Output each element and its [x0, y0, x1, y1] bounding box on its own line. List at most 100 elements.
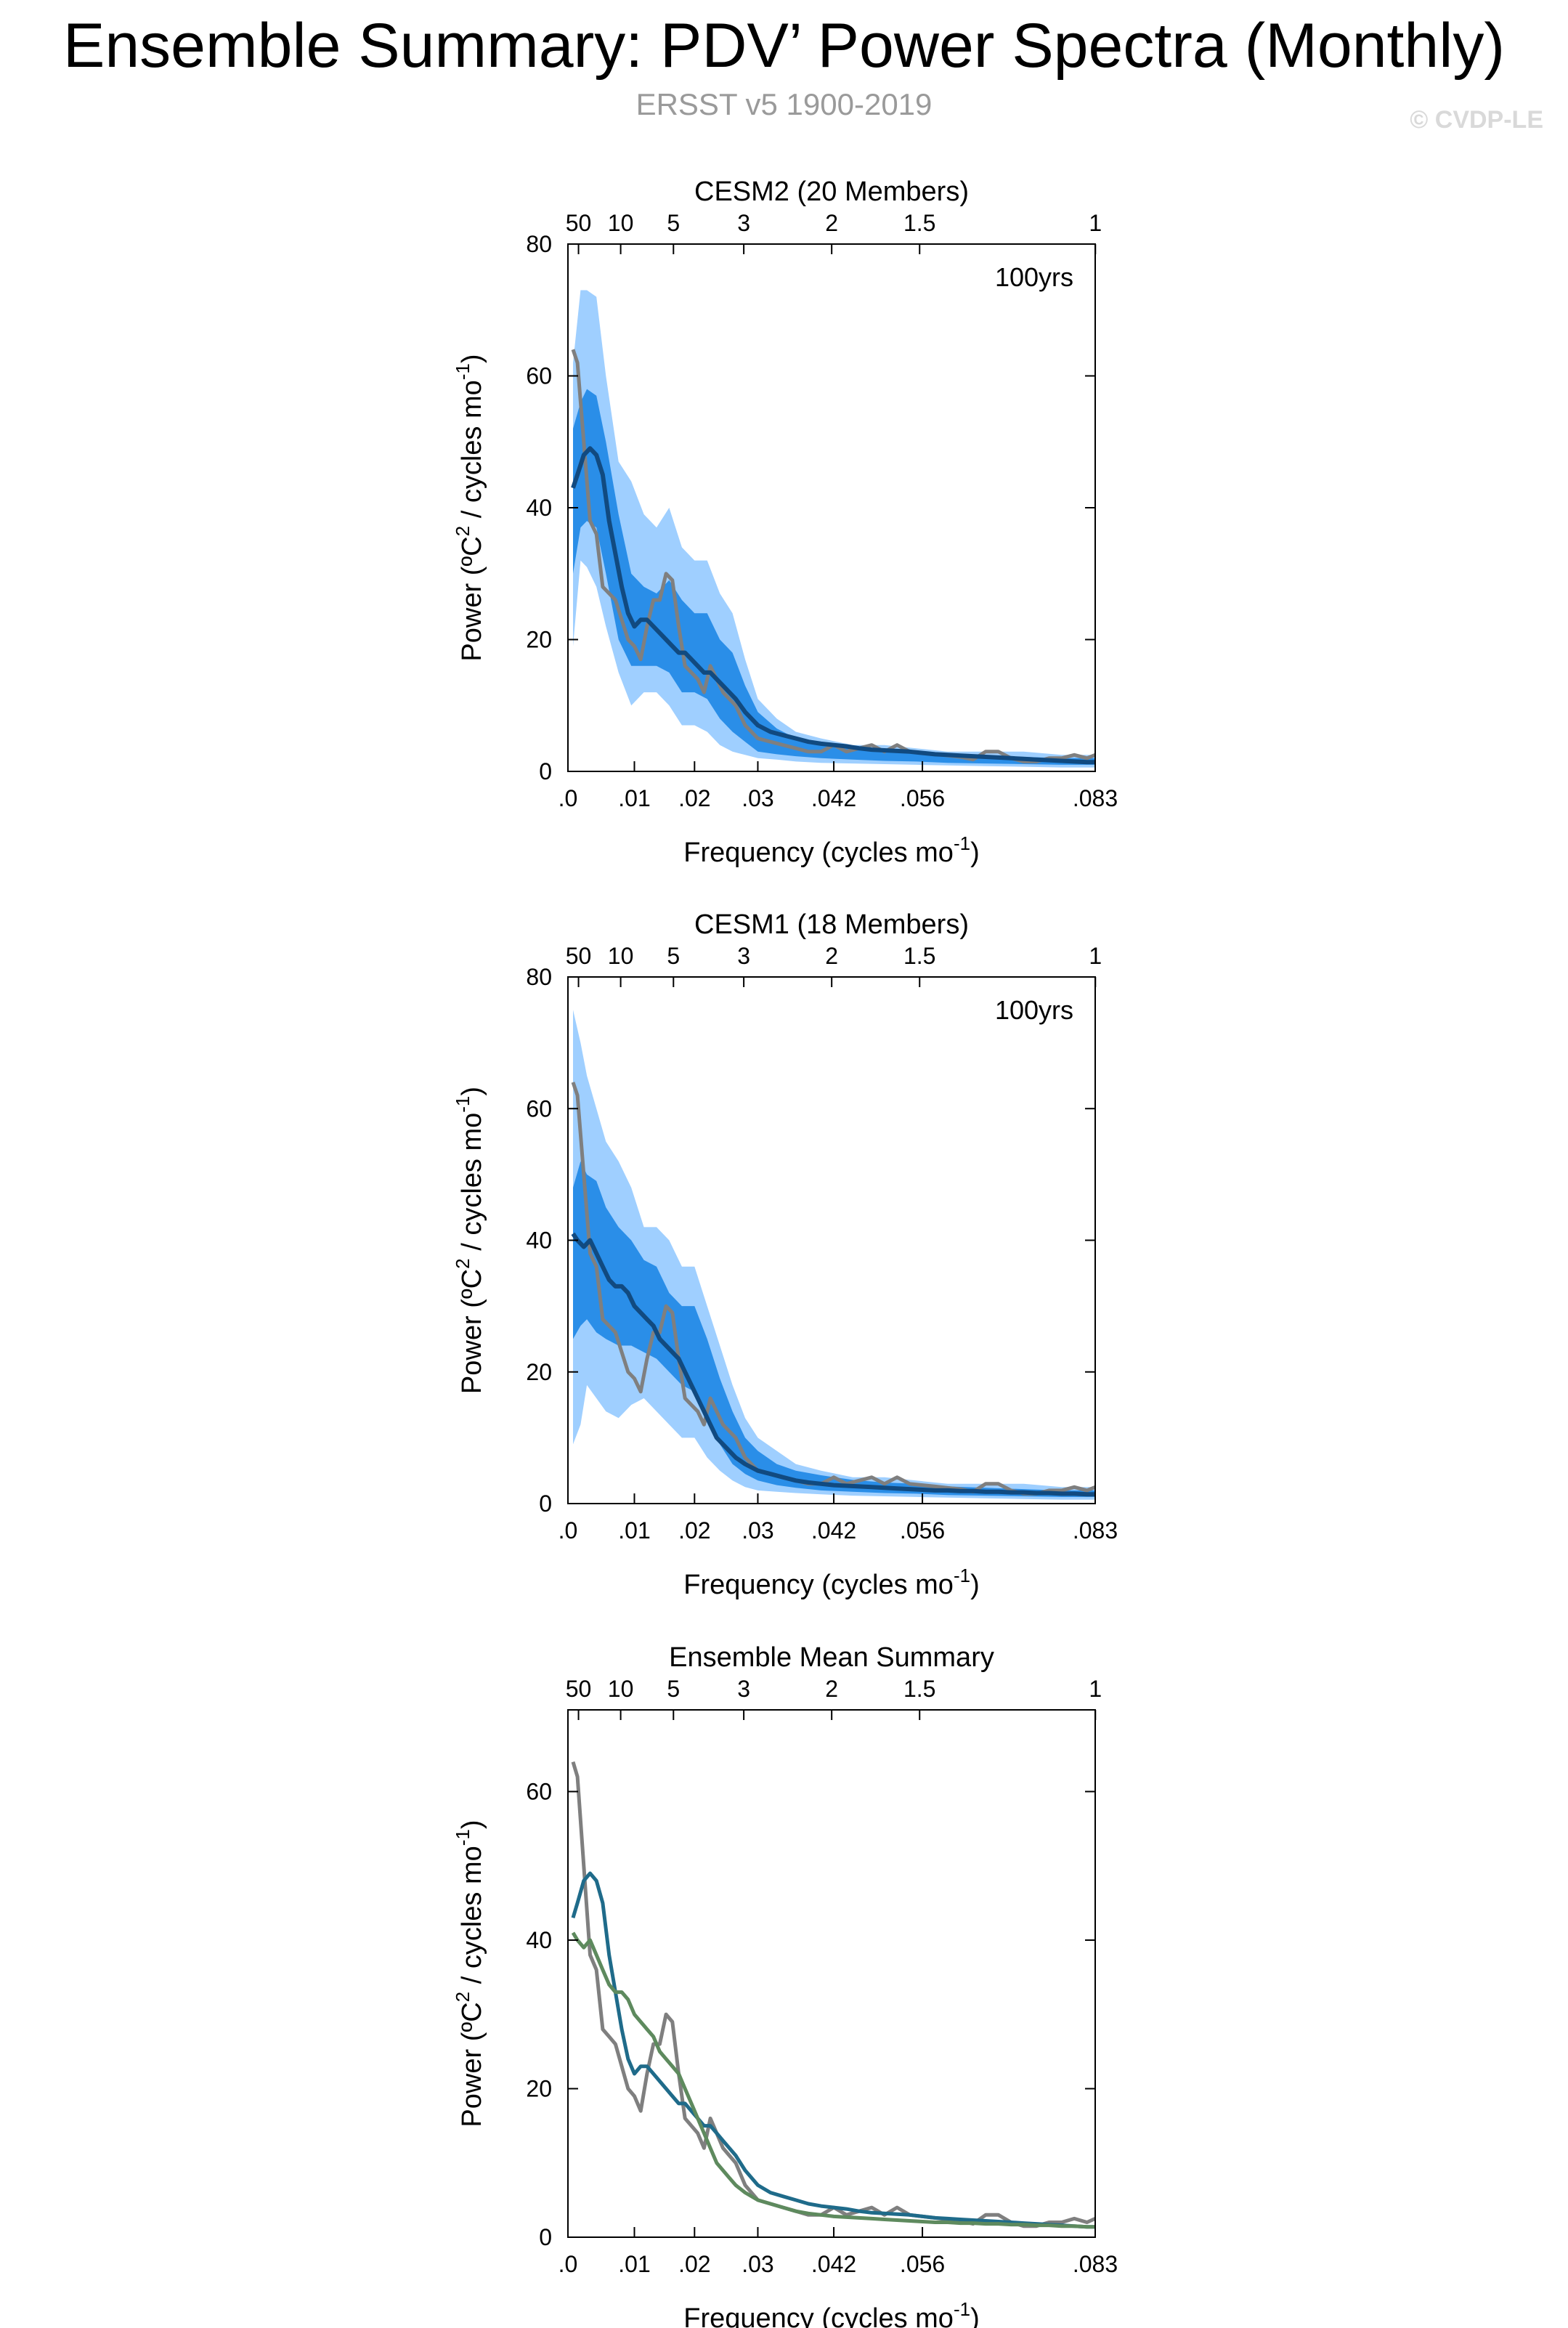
- x-tick-label: .03: [742, 1517, 773, 1544]
- period-tick-label: 5: [667, 943, 680, 969]
- period-tick-label: 1: [1089, 1676, 1102, 1702]
- x-tick-label: .01: [618, 785, 650, 811]
- obs-series-line: [571, 349, 1096, 763]
- x-tick-label: .02: [678, 2251, 710, 2277]
- y-axis-label-main: Power (ºC: [457, 536, 487, 661]
- x-axis-label-main: Frequency (cycles mo: [683, 2303, 954, 2328]
- period-tick-label: 1: [1089, 210, 1102, 236]
- panel-title: CESM2 (20 Members): [694, 177, 969, 207]
- y-tick-label: 60: [526, 363, 552, 389]
- band-inner-area: [573, 1161, 1095, 1497]
- y-axis-label-main: Power (ºC: [457, 1269, 487, 1394]
- y-axis-label: Power (ºC2 / cycles mo-1): [452, 354, 487, 661]
- y-tick-label: 0: [539, 758, 552, 784]
- y-axis-label-mid: / cycles mo: [457, 1113, 487, 1259]
- y-tick-label: 80: [526, 231, 552, 257]
- x-axis-label-main: Frequency (cycles mo: [683, 1570, 954, 1600]
- y-axis-label-end: ): [457, 1820, 487, 1829]
- period-tick-label: 3: [737, 1676, 750, 1702]
- model-series-line: [571, 446, 1095, 765]
- y-tick-label: 20: [526, 1359, 552, 1385]
- period-tick-label: 50: [566, 1676, 592, 1702]
- chart-panel-3: 0 20 40 60 .0 .01 .02 .03 .042 .056 .083 50 10 5 3 2 1.5…: [452, 1642, 1118, 2328]
- x-axis-label-sup: -1: [954, 832, 970, 854]
- x-tick-label: .083: [1073, 2251, 1118, 2277]
- y-axis-label-main: Power (ºC: [457, 2002, 487, 2127]
- x-axis-label-sup: -1: [954, 2298, 970, 2320]
- y-axis-label-end: ): [457, 1087, 487, 1096]
- annotation-label: 100yrs: [995, 995, 1073, 1025]
- period-tick-label: 5: [667, 210, 680, 236]
- y-tick-label: 60: [526, 1778, 552, 1804]
- plot-frame: [567, 1709, 1096, 2238]
- x-tick-label: .01: [618, 1517, 650, 1544]
- y-tick-label: 60: [526, 1095, 552, 1122]
- band-outer-area: [573, 1010, 1095, 1500]
- x-tick-label: .056: [900, 1517, 945, 1544]
- x-tick-label: .02: [678, 785, 710, 811]
- y-tick-label: 20: [526, 2075, 552, 2101]
- obs-series-line: [571, 1761, 1097, 2228]
- cesm1-series-line: [571, 1931, 1095, 2229]
- y-axis-label: Power (ºC2 / cycles mo-1): [452, 1820, 487, 2127]
- y-tick-label: 40: [526, 1228, 552, 1254]
- watermark: © CVDP-LE: [1410, 106, 1543, 134]
- model-series-line: [571, 1232, 1095, 1497]
- band-outer-area: [573, 290, 1095, 768]
- y-tick-label: 0: [539, 1491, 552, 1517]
- period-tick-label: 5: [667, 1676, 680, 1702]
- obs-series-line: [571, 1082, 1096, 1496]
- x-tick-label: .0: [558, 785, 578, 811]
- y-axis-label-sup: 2: [452, 1992, 474, 2002]
- x-tick-label: .042: [811, 785, 856, 811]
- x-tick-label: .0: [558, 2251, 578, 2277]
- x-tick-label: .056: [900, 785, 945, 811]
- x-axis-label: Frequency (cycles mo-1): [683, 832, 979, 868]
- period-tick-label: 3: [737, 210, 750, 236]
- y-tick-label: 40: [526, 495, 552, 521]
- period-tick-label: 2: [825, 943, 838, 969]
- y-axis-label-sup: 2: [452, 1258, 474, 1268]
- y-axis-label-sup2: -1: [452, 1096, 474, 1113]
- period-tick-label: 3: [737, 943, 750, 969]
- x-axis-label: Frequency (cycles mo-1): [683, 2298, 979, 2328]
- period-tick-label: 10: [608, 1676, 634, 1702]
- cesm2-series-line: [571, 1871, 1095, 2229]
- x-axis-label-end: ): [970, 1570, 980, 1600]
- y-axis-label-mid: / cycles mo: [457, 380, 487, 526]
- x-tick-label: .03: [742, 785, 773, 811]
- y-tick-label: 40: [526, 1927, 552, 1953]
- period-tick-label: 10: [608, 943, 634, 969]
- period-tick-label: 1.5: [903, 943, 935, 969]
- x-tick-label: .0: [558, 1517, 578, 1544]
- x-tick-label: .056: [900, 2251, 945, 2277]
- x-tick-label: .042: [811, 2251, 856, 2277]
- panel-title: Ensemble Mean Summary: [669, 1642, 994, 1673]
- panel-title: CESM1 (18 Members): [694, 909, 969, 940]
- x-tick-label: .02: [678, 1517, 710, 1544]
- x-axis-label-end: ): [970, 2303, 980, 2328]
- chart-panel-2: 0 20 40 60 80 .0 .01 .02 .03 .042 .056 .083 50 10 5 3 2 1…: [452, 909, 1118, 1600]
- x-axis-label-end: ): [970, 837, 980, 868]
- period-tick-label: 50: [566, 943, 592, 969]
- y-axis-label: Power (ºC2 / cycles mo-1): [452, 1087, 487, 1394]
- x-tick-label: .083: [1073, 1517, 1118, 1544]
- y-tick-label: 20: [526, 627, 552, 653]
- y-axis-label-sup: 2: [452, 526, 474, 536]
- period-tick-label: 1.5: [903, 210, 935, 236]
- period-tick-label: 2: [825, 210, 838, 236]
- period-tick-label: 2: [825, 1676, 838, 1702]
- period-tick-label: 1.5: [903, 1676, 935, 1702]
- y-axis-label-sup2: -1: [452, 363, 474, 380]
- chart-panel-1: 0 20 40 60 80 .0 .01 .02 .03 .042 .056 .083 50 10 5 3 2 1…: [452, 177, 1118, 868]
- figure-title: Ensemble Summary: PDV’ Power Spectra (Mo…: [62, 11, 1505, 81]
- annotation-label: 100yrs: [995, 262, 1073, 292]
- x-tick-label: .083: [1073, 785, 1118, 811]
- period-tick-label: 10: [608, 210, 634, 236]
- y-axis-label-mid: / cycles mo: [457, 1846, 487, 1992]
- x-axis-label-sup: -1: [954, 1565, 970, 1586]
- y-axis-label-end: ): [457, 354, 487, 363]
- period-tick-label: 1: [1089, 943, 1102, 969]
- x-tick-label: .042: [811, 1517, 856, 1544]
